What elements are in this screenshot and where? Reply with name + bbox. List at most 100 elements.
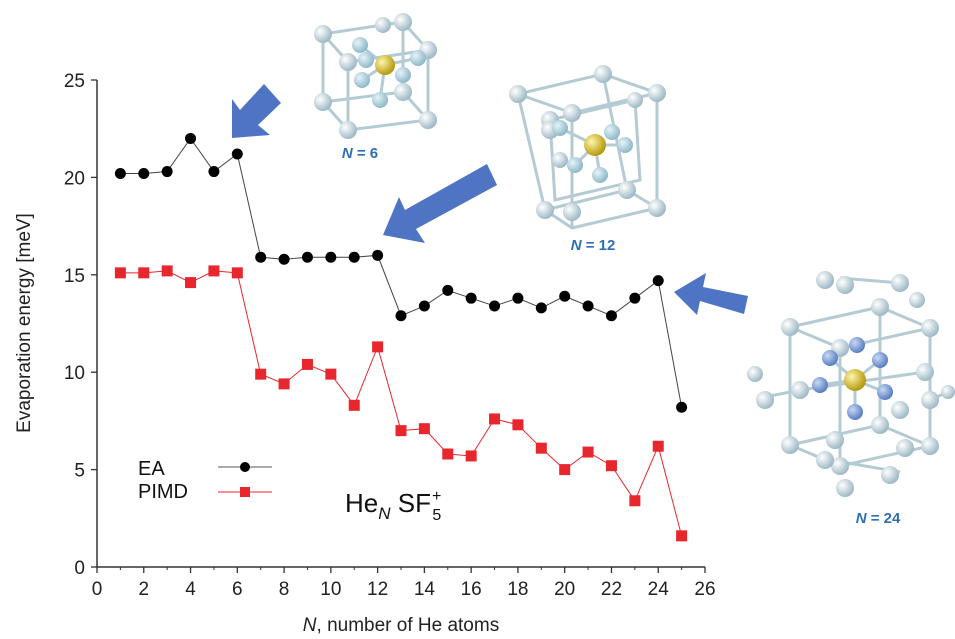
x-tick-label: 26 bbox=[694, 579, 715, 600]
point-pimd-n16 bbox=[465, 450, 477, 462]
series-markers bbox=[114, 132, 688, 542]
arrow-n6 bbox=[232, 84, 281, 138]
annotation-label-n24: N = 24 bbox=[856, 510, 901, 527]
x-tick-label: 6 bbox=[232, 579, 243, 600]
point-pimd-n18 bbox=[512, 419, 524, 431]
point-ea-n7 bbox=[255, 251, 267, 263]
point-pimd-n21 bbox=[582, 446, 594, 458]
point-ea-n9 bbox=[301, 251, 313, 263]
cluster-n12-illustration bbox=[509, 65, 666, 230]
x-tick-label: 18 bbox=[507, 579, 528, 600]
point-pimd-n5 bbox=[208, 265, 220, 277]
arrow-n12 bbox=[383, 164, 497, 243]
point-ea-n25 bbox=[676, 401, 688, 413]
point-ea-n24 bbox=[652, 275, 664, 287]
point-ea-n22 bbox=[605, 310, 617, 322]
y-tick-label: 15 bbox=[64, 266, 85, 287]
point-pimd-n25 bbox=[676, 530, 688, 542]
tick-marks bbox=[91, 79, 706, 573]
point-ea-n1 bbox=[114, 168, 126, 180]
point-ea-n14 bbox=[418, 300, 430, 312]
point-pimd-n9 bbox=[301, 358, 313, 370]
y-tick-label: 5 bbox=[74, 461, 85, 482]
formula-sub-n: N bbox=[378, 504, 391, 523]
y-axis-title: Evaporation energy [meV] bbox=[14, 213, 35, 433]
point-pimd-n6 bbox=[231, 267, 243, 279]
point-ea-n8 bbox=[278, 253, 290, 265]
x-axis-title-rest: , number of He atoms bbox=[317, 615, 500, 636]
annotation-arrows bbox=[232, 84, 748, 315]
point-ea-n17 bbox=[489, 300, 501, 312]
annotation-n12-prefix: N bbox=[571, 237, 583, 254]
point-ea-n2 bbox=[138, 168, 150, 180]
point-pimd-n2 bbox=[138, 267, 150, 279]
point-pimd-n12 bbox=[372, 341, 384, 353]
point-ea-n13 bbox=[395, 310, 407, 322]
point-pimd-n23 bbox=[629, 495, 641, 507]
x-tick-label: 2 bbox=[138, 579, 149, 600]
y-tick-label: 10 bbox=[64, 363, 85, 384]
point-ea-n23 bbox=[629, 292, 641, 304]
x-tick-label: 20 bbox=[554, 579, 575, 600]
x-tick-label: 22 bbox=[601, 579, 622, 600]
point-ea-n16 bbox=[465, 292, 477, 304]
annotation-n6-prefix: N bbox=[342, 145, 354, 162]
point-pimd-n17 bbox=[489, 413, 501, 425]
point-ea-n10 bbox=[325, 251, 337, 263]
annotation-label-n12: N = 12 bbox=[571, 237, 616, 254]
formula-sup: + bbox=[432, 488, 441, 505]
point-ea-n11 bbox=[348, 251, 360, 263]
point-pimd-n10 bbox=[325, 368, 337, 380]
point-ea-n4 bbox=[185, 132, 197, 144]
annotation-label-n6: N = 6 bbox=[342, 145, 378, 162]
point-pimd-n3 bbox=[161, 265, 173, 277]
annotation-n12-value: = 12 bbox=[582, 237, 616, 254]
point-ea-n19 bbox=[535, 302, 547, 314]
x-tick-label: 16 bbox=[461, 579, 482, 600]
x-tick-label: 4 bbox=[185, 579, 196, 600]
y-tick-label: 25 bbox=[64, 71, 85, 92]
point-pimd-n19 bbox=[535, 442, 547, 454]
formula-sub: 5 bbox=[432, 507, 441, 524]
x-axis-title: N, number of He atoms bbox=[303, 615, 499, 636]
point-ea-n20 bbox=[559, 290, 571, 302]
x-axis-title-prefix: N bbox=[303, 615, 317, 636]
point-pimd-n7 bbox=[255, 368, 267, 380]
point-ea-n21 bbox=[582, 300, 594, 312]
arrow-n24 bbox=[674, 273, 748, 315]
point-pimd-n24 bbox=[652, 440, 664, 452]
legend-label-pimd: PIMD bbox=[138, 481, 188, 503]
point-pimd-n15 bbox=[442, 448, 454, 460]
formula-base: He bbox=[345, 488, 378, 518]
point-ea-n3 bbox=[161, 166, 173, 178]
annotation-n6-value: = 6 bbox=[353, 145, 378, 162]
y-tick-label: 20 bbox=[64, 168, 85, 189]
point-pimd-n22 bbox=[605, 460, 617, 472]
annotation-n24-prefix: N bbox=[856, 510, 868, 527]
point-pimd-n11 bbox=[348, 399, 360, 411]
point-pimd-n4 bbox=[185, 277, 197, 289]
x-tick-label: 12 bbox=[367, 579, 388, 600]
point-ea-n12 bbox=[372, 249, 384, 261]
legend: EA PIMD bbox=[138, 458, 272, 503]
point-ea-n5 bbox=[208, 166, 220, 178]
annotation-n24-value: = 24 bbox=[867, 510, 901, 527]
point-ea-n18 bbox=[512, 292, 524, 304]
cluster-n6-illustration bbox=[314, 13, 437, 139]
x-tick-label: 8 bbox=[279, 579, 290, 600]
x-tick-label: 24 bbox=[648, 579, 670, 600]
x-tick-label: 10 bbox=[320, 579, 341, 600]
point-pimd-n14 bbox=[418, 423, 430, 435]
x-tick-label: 14 bbox=[414, 579, 436, 600]
cluster-n24-illustration bbox=[747, 271, 955, 497]
formula-label: HeN SF+ 5 bbox=[345, 488, 441, 524]
formula-mid: SF bbox=[391, 488, 431, 518]
point-ea-n6 bbox=[231, 148, 243, 160]
legend-marker-pimd bbox=[240, 487, 250, 497]
point-ea-n15 bbox=[442, 284, 454, 296]
legend-label-ea: EA bbox=[138, 458, 165, 480]
x-tick-label: 0 bbox=[92, 579, 103, 600]
point-pimd-n20 bbox=[559, 464, 571, 476]
point-pimd-n8 bbox=[278, 378, 290, 390]
